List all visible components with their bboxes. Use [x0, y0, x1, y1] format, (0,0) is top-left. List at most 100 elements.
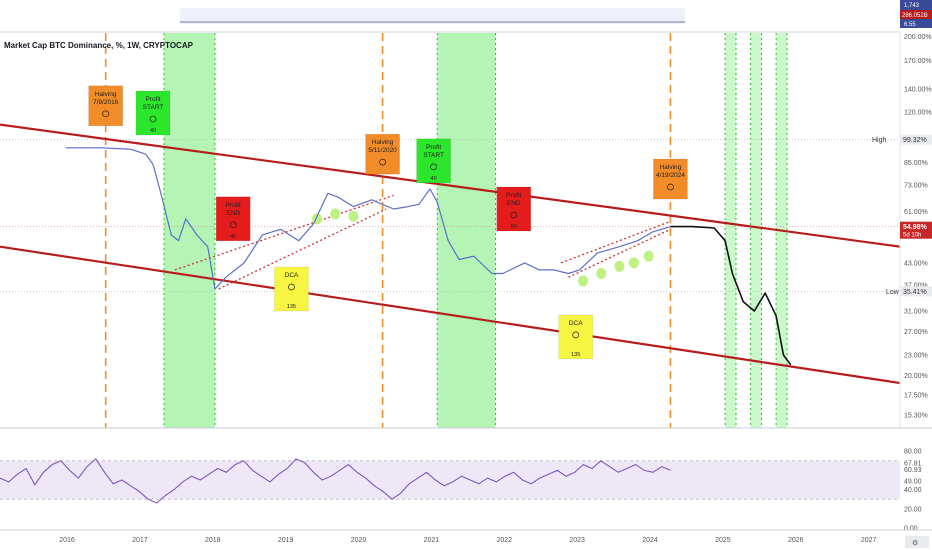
shaded-region-1: [437, 33, 496, 428]
y-tick-label-7: 61.00%: [904, 209, 928, 216]
y-tick-label-1: 170.00%: [904, 58, 932, 65]
y-tick-label-14: 27.00%: [904, 329, 928, 336]
annotation-box-6: [496, 186, 532, 232]
settings-button[interactable]: [905, 536, 929, 548]
y-tick-label-17: 17.50%: [904, 393, 928, 400]
y-tick-label-10: 43.00%: [904, 260, 928, 267]
current-value: 54.98%: [903, 224, 928, 231]
x-tick-label-6: 2022: [497, 537, 513, 544]
annotation-text-6-1: END: [507, 200, 521, 207]
annotation-box-1: [135, 90, 171, 136]
x-tick-label-3: 2019: [278, 537, 294, 544]
marker-7: [643, 250, 654, 262]
annotation-box-2: [215, 196, 251, 242]
rsi-tick-label-1: 67.81: [904, 460, 922, 467]
rsi-tick-label-2: 60.93: [904, 467, 922, 474]
x-tick-label-8: 2024: [642, 537, 658, 544]
annotation-box-4: [365, 133, 400, 175]
y-tick-label-6: 73.00%: [904, 182, 928, 189]
y-tick-label-15: 23.00%: [904, 352, 928, 359]
top-value-tag-3: [900, 19, 932, 28]
x-tick-label-2: 2018: [205, 537, 221, 544]
annotation-icon-0: [102, 110, 110, 118]
annotation-icon-6: [510, 211, 518, 219]
x-tick-label-7: 2023: [569, 537, 585, 544]
trend-line-4: [560, 220, 671, 264]
top-panel-volume: [180, 8, 685, 24]
annotation-sub-7: 135: [571, 352, 580, 358]
shaded-regions: [163, 33, 788, 428]
shaded-region-2: [725, 33, 737, 428]
current-value-tag: [900, 221, 932, 239]
marker-6: [629, 257, 640, 269]
series-line-0: [65, 147, 671, 290]
x-tick-label-5: 2021: [424, 537, 440, 544]
annotation-text-1-0: Profit: [145, 96, 160, 103]
chart-title: Market Cap BTC Dominance, %, 1W, CRYPTOC…: [4, 41, 194, 50]
x-tick-label-0: 2016: [59, 537, 75, 544]
x-tick-label-1: 2017: [132, 537, 148, 544]
annotation-sub-2: 40: [230, 234, 236, 240]
annotation-text-7-0: DCA: [569, 320, 583, 327]
annotation-text-0-1: 7/9/2016: [93, 99, 119, 106]
annotation-text-4-0: Halving: [372, 139, 394, 146]
annotation-text-2-0: Profit: [226, 202, 241, 209]
annotation-icon-2: [229, 221, 237, 229]
marker-4: [596, 267, 607, 279]
top-value-3: 6.55: [904, 22, 916, 28]
x-tick-label-9: 2025: [715, 537, 731, 544]
gear-icon[interactable]: ⚙: [912, 539, 918, 547]
annotation-text-1-1: START: [143, 104, 164, 111]
annotation-box-0: [88, 85, 123, 127]
series-line-1: [670, 225, 792, 366]
annotation-icon-3: [288, 283, 295, 291]
x-axis: 2016 2017 2018 2019 2020 2021 2022 2023 2024 2025…: [59, 537, 876, 544]
annotation-sub-1: 40: [150, 128, 156, 134]
shaded-region-3: [750, 33, 762, 428]
annotation-box-8: [653, 158, 688, 200]
annotation-box-5: [416, 138, 451, 184]
annotation-box-3: [274, 266, 309, 312]
top-value-tag-2: [900, 10, 932, 19]
annotation-icon-7: [572, 331, 580, 339]
rsi-lines: [0, 458, 900, 504]
trend-lines: [0, 123, 901, 385]
annotation-text-5-0: Profit: [426, 144, 441, 151]
y-tick-label-11: 37.00%: [904, 282, 928, 289]
marker-5: [614, 260, 625, 272]
y-tick-label-0: 200.00%: [904, 34, 932, 41]
y-tick-label-13: 31.00%: [904, 309, 928, 316]
annotation-text-4-1: 5/11/2020: [368, 147, 397, 154]
annotation-text-0-0: Halving: [95, 91, 117, 98]
marker-3: [577, 275, 588, 287]
annotation-icon-4: [379, 158, 386, 166]
annotation-sub-6: 80: [511, 224, 517, 230]
annotation-text-5-1: START: [423, 152, 444, 159]
trend-line-3: [218, 208, 387, 290]
annotation-text-6-0: Profit: [506, 192, 521, 199]
high-label: High: [872, 137, 887, 144]
low-value-tag: [900, 286, 932, 297]
vertical-lines: [104, 33, 788, 428]
top-value-2: 286.052B: [902, 13, 928, 19]
price-labels: High 99.32% 54.98% 5d 10h Low 35.41%: [872, 134, 932, 297]
annotation-sub-5: 40: [431, 176, 437, 182]
top-value-tag-1: [900, 0, 932, 10]
rsi-tick-label-3: 49.00: [904, 478, 922, 485]
y-tick-label-18: 15.30%: [904, 412, 928, 419]
annotation-text-2-1: END: [226, 210, 240, 217]
y-tick-label-16: 20.00%: [904, 373, 928, 380]
rsi-tick-label-5: 20.00: [904, 506, 922, 513]
annotation-7: DCA 135: [558, 314, 593, 360]
series-lines: [65, 147, 792, 366]
top-panel: 1,743 286.052B 6.55: [0, 0, 932, 33]
